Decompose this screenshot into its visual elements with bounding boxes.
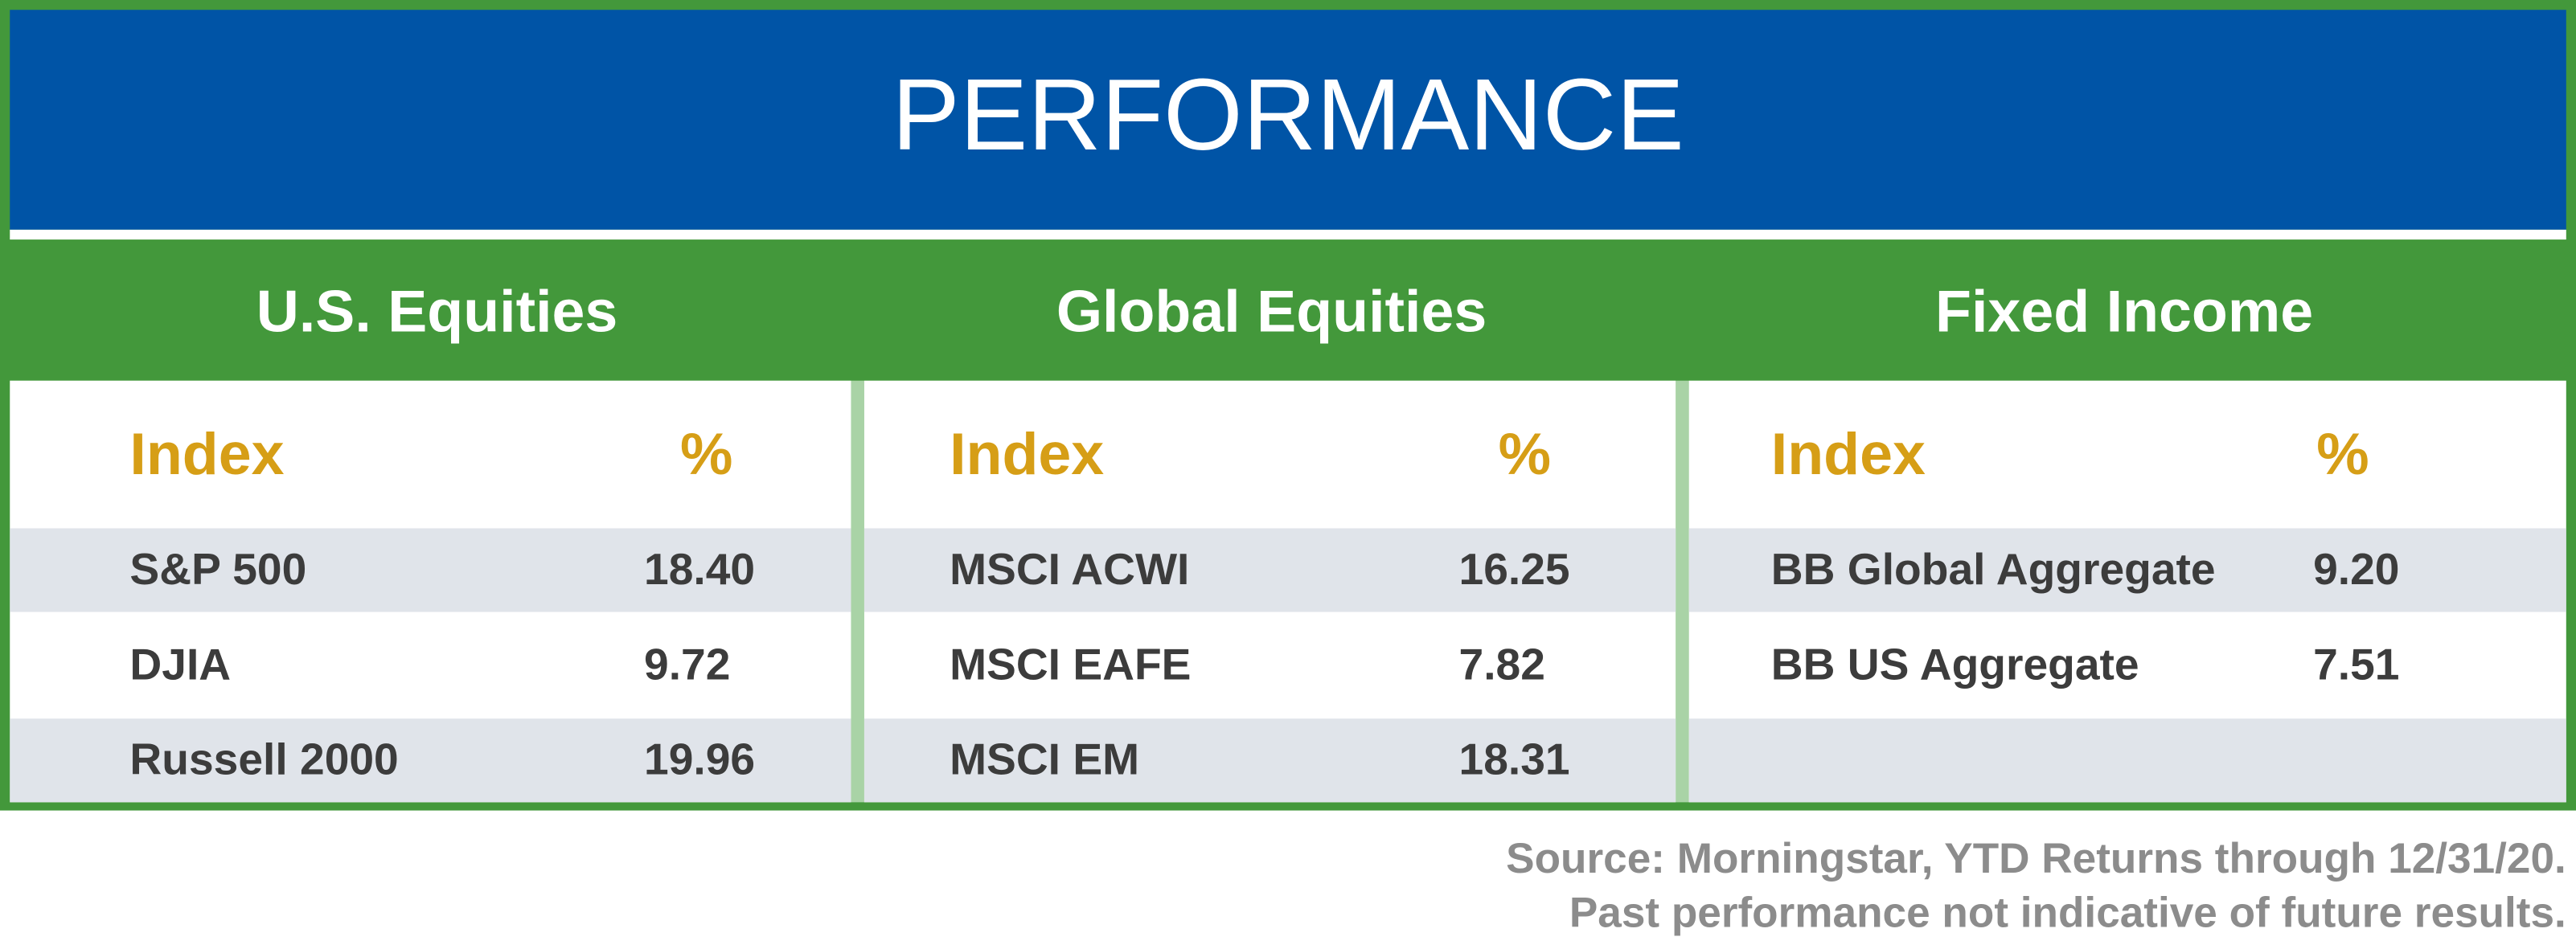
row-band — [10, 528, 851, 612]
index-return: 7.82 — [1458, 640, 1545, 689]
column-header: % — [2316, 419, 2369, 488]
section-title: Fixed Income — [1935, 277, 2314, 345]
index-name: BB Global Aggregate — [1770, 544, 2216, 595]
section-title: Global Equities — [1056, 277, 1487, 345]
row-band — [863, 718, 1676, 803]
row-band — [863, 528, 1676, 612]
column-divider — [1676, 380, 1689, 803]
column-header: Index — [1770, 419, 1926, 488]
index-return: 19.96 — [644, 734, 756, 784]
section-table: Index% MSCI ACWI 16.25 MSCI EAFE 7.82 MSCI EM… — [863, 380, 1676, 803]
section-table: Index% BB Global Aggregate 9.20 BB US Aggre… — [1688, 380, 2566, 803]
column-divider — [851, 380, 864, 803]
index-return: 7.51 — [2313, 640, 2400, 689]
banner-title: PERFORMANCE — [10, 10, 2566, 230]
column-header: % — [1498, 419, 1552, 488]
banner-rule — [10, 229, 2566, 240]
column-header: Index — [950, 419, 1105, 488]
footer-line: Past performance not indicative of futur… — [1569, 887, 2566, 937]
index-return: 9.72 — [644, 640, 731, 689]
index-return: 9.20 — [2313, 544, 2400, 595]
index-name: MSCI EAFE — [950, 640, 1192, 689]
index-return: 16.25 — [1458, 544, 1570, 595]
row-band — [10, 718, 851, 803]
index-name: DJIA — [129, 640, 232, 689]
index-name: MSCI EM — [950, 734, 1140, 784]
footer-line: Source: Morningstar, YTD Returns through… — [1506, 833, 2566, 883]
row-band — [1688, 528, 2566, 612]
column-header: % — [679, 419, 733, 488]
index-name: Russell 2000 — [129, 734, 399, 784]
row-band — [1688, 718, 2566, 803]
column-header: Index — [129, 419, 285, 488]
index-name: S&P 500 — [129, 544, 307, 595]
index-name: BB US Aggregate — [1770, 640, 2139, 689]
section-title: U.S. Equities — [256, 277, 618, 345]
index-return: 18.31 — [1458, 734, 1570, 784]
index-name: MSCI ACWI — [950, 544, 1190, 595]
index-return: 18.40 — [644, 544, 756, 595]
section-table: Index% S&P 500 18.40 DJIA 9.72 Russell 2000 19… — [10, 380, 851, 803]
